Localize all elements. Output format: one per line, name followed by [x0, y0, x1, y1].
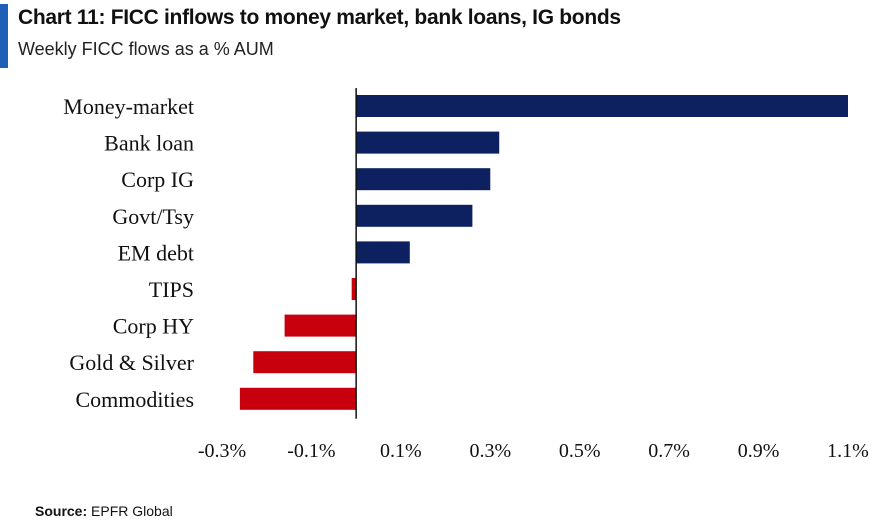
bar-govt-tsy — [356, 204, 473, 227]
bar-corp-ig — [356, 168, 491, 191]
bar-bank-loan — [356, 131, 500, 154]
chart-title: Chart 11: FICC inflows to money market, … — [18, 6, 621, 29]
category-label: Corp HY — [113, 314, 194, 339]
bar-gold-silver — [253, 351, 357, 374]
bar-corp-hy — [284, 314, 357, 337]
bars-group — [239, 95, 848, 410]
title-accent-bar — [0, 4, 8, 68]
x-tick-label: 1.1% — [827, 440, 869, 462]
chart-subtitle: Weekly FICC flows as a % AUM — [18, 39, 274, 59]
category-label: TIPS — [149, 277, 194, 302]
x-tick-label: 0.5% — [559, 440, 601, 462]
category-label: Corp IG — [121, 167, 194, 192]
category-label: Commodities — [75, 387, 194, 412]
category-label: Govt/Tsy — [112, 204, 194, 229]
category-labels: Money-market Bank loan Corp IG Govt/Tsy EM d… — [63, 94, 194, 412]
bar-tips — [351, 278, 357, 300]
category-label: EM debt — [118, 240, 194, 265]
x-tick-label: 0.3% — [469, 440, 511, 462]
source-label: Source: — [35, 503, 88, 519]
source-value: EPFR Global — [91, 503, 173, 519]
bar-commodities — [239, 387, 357, 410]
category-label: Money-market — [63, 94, 194, 119]
category-label: Gold & Silver — [69, 350, 194, 375]
bar-chart: Money-market Bank loan Corp IG Govt/Tsy EM d… — [63, 88, 869, 462]
x-tick-label: 0.7% — [648, 440, 690, 462]
x-tick-label: -0.3% — [198, 440, 246, 462]
x-tick-label: 0.9% — [738, 440, 780, 462]
category-label: Bank loan — [104, 131, 194, 156]
x-tick-label: -0.1% — [287, 440, 335, 462]
bar-money-market — [356, 95, 848, 117]
tick-labels: -0.3% -0.1% 0.1% 0.3% 0.5% 0.7% 0.9% 1.1% — [198, 440, 869, 462]
x-tick-label: 0.1% — [380, 440, 422, 462]
bar-em-debt — [356, 241, 410, 264]
source-note: Source: EPFR Global — [35, 503, 173, 519]
